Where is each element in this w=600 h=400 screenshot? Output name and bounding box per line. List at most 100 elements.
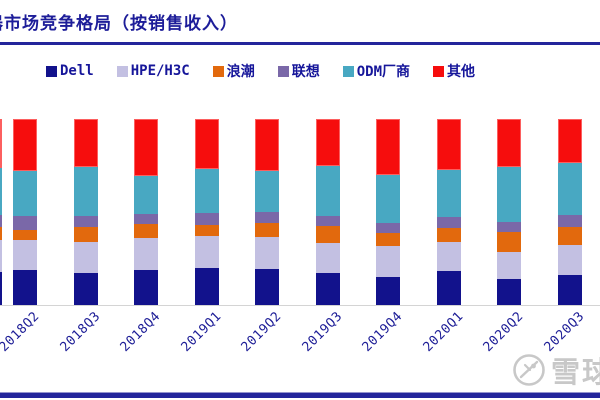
legend-swatch-icon bbox=[116, 65, 128, 77]
x-axis-label: 2019Q2 bbox=[238, 309, 285, 355]
chart-title-clipped-char: 器 bbox=[0, 14, 4, 34]
legend-label: 联想 bbox=[291, 64, 320, 80]
legend-item-ODM厂商: ODM厂商 bbox=[342, 61, 410, 81]
legend-item-浪潮: 浪潮 bbox=[212, 61, 255, 81]
legend-swatch-icon bbox=[342, 65, 354, 77]
bar-segment-Dell bbox=[557, 274, 582, 305]
bar-segment-联想 bbox=[194, 213, 219, 225]
x-axis-label: 2019Q3 bbox=[299, 309, 346, 355]
bar-segment-ODM厂商 bbox=[376, 174, 401, 224]
bar-segment-ODM厂商 bbox=[13, 171, 37, 216]
bar-segment-ODM厂商 bbox=[194, 169, 219, 214]
bar-segment-Dell bbox=[497, 279, 522, 306]
bar-segment-浪潮 bbox=[73, 226, 98, 242]
bar-segment-ODM厂商 bbox=[0, 167, 2, 215]
bar-segment-HPE/H3C bbox=[255, 236, 280, 269]
bar-segment-其他 bbox=[194, 119, 219, 170]
bar-segment-联想 bbox=[315, 215, 340, 226]
bar-2019Q4 bbox=[376, 119, 401, 305]
bar-segment-HPE/H3C bbox=[315, 242, 340, 274]
bar-segment-浪潮 bbox=[255, 223, 280, 237]
bar-2020Q3 bbox=[557, 119, 582, 305]
bar-segment-其他 bbox=[376, 119, 401, 175]
bar-segment-其他 bbox=[315, 119, 340, 167]
bar-segment-浪潮 bbox=[376, 233, 401, 246]
bar-segment-联想 bbox=[134, 214, 159, 225]
legend-swatch-icon bbox=[46, 65, 57, 77]
legend-swatch-icon bbox=[277, 65, 289, 77]
bar-segment-联想 bbox=[497, 222, 522, 233]
bar-2020Q1 bbox=[436, 119, 461, 305]
bar-segment-ODM厂商 bbox=[557, 162, 582, 215]
bar-segment-HPE/H3C bbox=[557, 244, 582, 275]
bar-segment-ODM厂商 bbox=[315, 166, 340, 216]
bar-segment-Dell bbox=[73, 273, 98, 305]
bar-segment-HPE/H3C bbox=[73, 241, 98, 274]
bar-segment-Dell bbox=[194, 267, 219, 305]
bar-2019Q1 bbox=[194, 119, 219, 305]
legend-swatch-icon bbox=[212, 65, 224, 77]
bar-2020Q2 bbox=[497, 119, 522, 306]
bar-edge-partial bbox=[0, 119, 2, 305]
bar-segment-联想 bbox=[0, 214, 2, 228]
bar-segment-浪潮 bbox=[315, 225, 340, 243]
bar-segment-HPE/H3C bbox=[0, 240, 2, 273]
legend-swatch-icon bbox=[433, 65, 445, 77]
bar-segment-联想 bbox=[557, 214, 582, 227]
bar-segment-Dell bbox=[255, 268, 280, 305]
watermark: 雪球 bbox=[512, 349, 600, 391]
x-axis-label: 2019Q4 bbox=[359, 309, 406, 355]
bar-segment-其他 bbox=[497, 119, 522, 168]
bar-segment-联想 bbox=[255, 212, 280, 224]
x-axis-label: 2019Q1 bbox=[178, 309, 225, 355]
legend-item-联想: 联想 bbox=[277, 61, 320, 81]
x-axis-label: 2018Q4 bbox=[117, 309, 164, 355]
legend-item-其他: 其他 bbox=[433, 61, 475, 81]
bar-segment-浪潮 bbox=[134, 224, 159, 238]
legend-item-HPE/H3C: HPE/H3C bbox=[116, 63, 190, 79]
bar-segment-其他 bbox=[436, 119, 461, 170]
bar-segment-ODM厂商 bbox=[436, 169, 461, 217]
legend-label: HPE/H3C bbox=[130, 63, 190, 79]
bar-segment-Dell bbox=[134, 270, 159, 305]
legend: Dell HPE/H3C 浪潮 联想 ODM厂商 其他 bbox=[46, 62, 580, 80]
chart-title: 器市场竞争格局（按销售收入） bbox=[0, 9, 238, 34]
legend-label: 浪潮 bbox=[226, 64, 255, 80]
bar-2018Q4 bbox=[134, 119, 159, 305]
bar-segment-浪潮 bbox=[557, 226, 582, 245]
bar-segment-浪潮 bbox=[497, 232, 522, 253]
bar-segment-Dell bbox=[315, 273, 340, 305]
bar-segment-浪潮 bbox=[13, 230, 37, 241]
bar-segment-联想 bbox=[376, 223, 401, 234]
bar-segment-联想 bbox=[13, 215, 37, 231]
bottom-border-rule bbox=[0, 392, 600, 398]
bar-2018Q2 bbox=[13, 119, 37, 305]
bar-segment-ODM厂商 bbox=[73, 167, 98, 216]
watermark-text: 雪球 bbox=[551, 355, 600, 389]
chart-title-text: 市场竞争格局（按销售收入） bbox=[4, 14, 238, 34]
bar-2019Q2 bbox=[255, 119, 280, 305]
bar-segment-其他 bbox=[134, 119, 159, 176]
legend-item-Dell: Dell bbox=[46, 63, 94, 79]
bar-segment-HPE/H3C bbox=[376, 245, 401, 277]
bar-segment-联想 bbox=[436, 216, 461, 229]
bar-segment-ODM厂商 bbox=[497, 167, 522, 223]
xueqiu-circle-logo-icon bbox=[513, 354, 545, 386]
bar-segment-其他 bbox=[73, 119, 98, 168]
bar-segment-HPE/H3C bbox=[497, 252, 522, 280]
legend-label: 其他 bbox=[447, 64, 476, 80]
x-axis-label: 2020Q1 bbox=[420, 309, 467, 355]
bar-segment-其他 bbox=[0, 119, 2, 168]
bar-segment-HPE/H3C bbox=[13, 240, 37, 270]
bar-segment-浪潮 bbox=[0, 227, 2, 241]
x-axis-label: 2018Q3 bbox=[57, 309, 104, 355]
plot-area bbox=[0, 119, 600, 306]
bar-2018Q3 bbox=[73, 119, 98, 305]
bar-segment-HPE/H3C bbox=[436, 242, 461, 271]
x-axis-label: 2018Q2 bbox=[0, 309, 43, 355]
bar-2019Q3 bbox=[315, 119, 340, 305]
bar-segment-Dell bbox=[0, 272, 2, 305]
bar-segment-浪潮 bbox=[436, 228, 461, 243]
bar-segment-ODM厂商 bbox=[134, 175, 159, 215]
